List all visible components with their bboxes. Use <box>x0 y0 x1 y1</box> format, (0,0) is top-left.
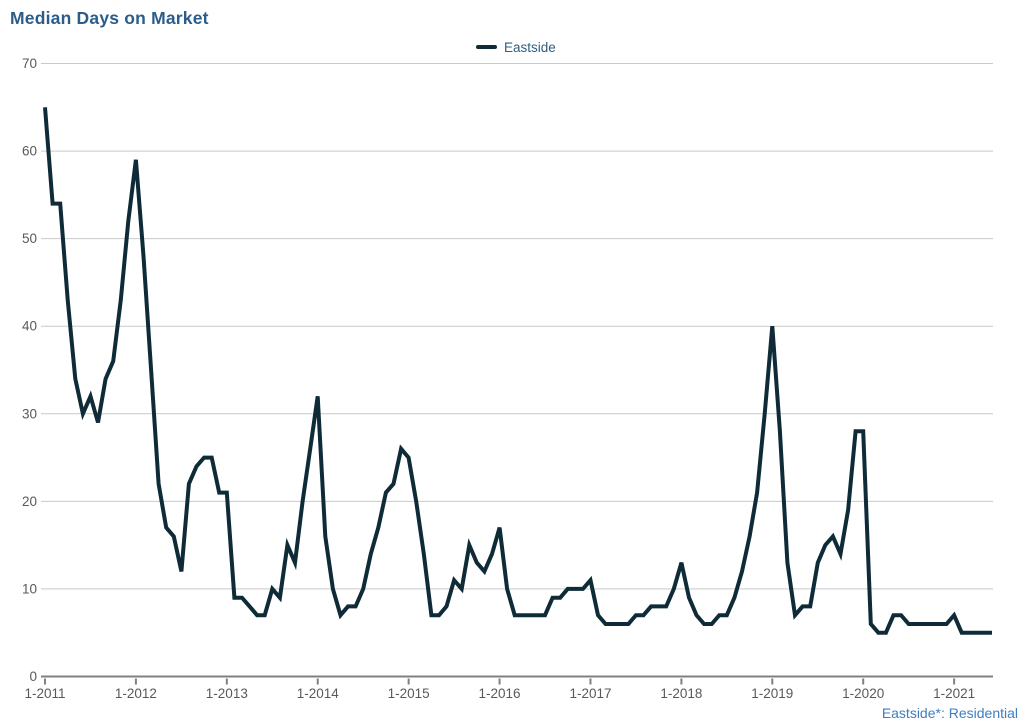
x-axis-label: 1-2011 <box>24 686 65 701</box>
y-axis-label: 60 <box>22 144 37 159</box>
x-axis-label: 1-2013 <box>206 686 248 701</box>
chart-title: Median Days on Market <box>10 8 209 28</box>
x-axis-label: 1-2015 <box>388 686 430 701</box>
y-axis-label: 50 <box>22 231 37 246</box>
x-axis-label: 1-2019 <box>751 686 793 701</box>
x-axis-label: 1-2018 <box>660 686 702 701</box>
y-axis-label: 20 <box>22 494 37 509</box>
x-axis-label: 1-2020 <box>842 686 884 701</box>
series-line-eastside <box>43 107 992 635</box>
y-axis-label: 70 <box>22 56 37 71</box>
y-axis-label: 30 <box>22 406 37 421</box>
legend-line-swatch <box>476 45 497 49</box>
y-axis-label: 10 <box>22 581 37 596</box>
x-axis-label: 1-2021 <box>933 686 975 701</box>
x-axis-label: 1-2012 <box>115 686 157 701</box>
y-axis-label: 0 <box>29 669 37 684</box>
legend: Eastside <box>476 39 556 55</box>
footnote: Eastside*: Residential <box>881 705 1018 721</box>
x-axis-label: 1-2014 <box>297 686 340 701</box>
x-axis-label: 1-2017 <box>569 686 611 701</box>
x-axis-label: 1-2016 <box>479 686 521 701</box>
y-axis-label: 40 <box>22 319 37 334</box>
legend-series-label: Eastside <box>504 39 556 55</box>
